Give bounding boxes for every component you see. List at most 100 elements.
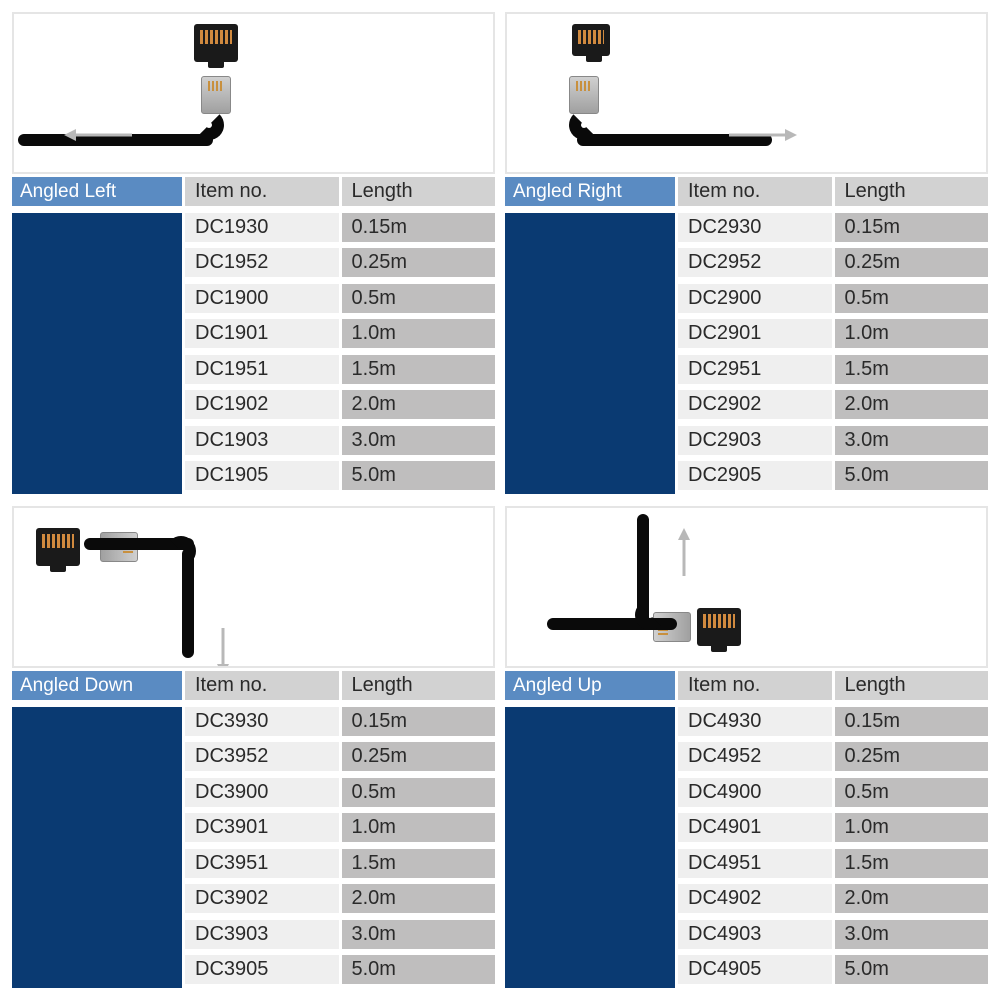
table-cell-length: 1.5m [342, 849, 496, 878]
table-cell-item: DC2930 [678, 213, 832, 242]
table-cell-length: 2.0m [342, 390, 496, 419]
rj45-front-icon [36, 528, 80, 566]
col-header-item: Item no. [678, 671, 832, 700]
table-cell-item: DC4930 [678, 707, 832, 736]
table-cell-length: 5.0m [342, 461, 496, 490]
product-image-right [505, 12, 988, 174]
table-cell-length: 1.5m [342, 355, 496, 384]
cable-bend [635, 600, 665, 630]
title-fill [505, 707, 675, 988]
table-cell-item: DC3903 [185, 920, 339, 949]
table-cell-item: DC3901 [185, 813, 339, 842]
table-cell-length: 5.0m [835, 955, 989, 984]
table-cell-length: 1.0m [342, 813, 496, 842]
panel-right: Angled RightItem no.LengthDC29300.15mDC2… [505, 12, 988, 494]
col-header-length: Length [835, 177, 989, 206]
table-cell-item: DC1905 [185, 461, 339, 490]
table-cell-length: 0.25m [342, 248, 496, 277]
title-fill [12, 707, 182, 988]
table-cell-length: 3.0m [342, 920, 496, 949]
table-cell-item: DC4903 [678, 920, 832, 949]
table-cell-length: 2.0m [835, 390, 989, 419]
table-cell-item: DC1900 [185, 284, 339, 313]
panel-left: Angled LeftItem no.LengthDC19300.15mDC19… [12, 12, 495, 494]
table-down: Angled DownItem no.LengthDC39300.15mDC39… [12, 671, 495, 988]
rj45-plug-icon [201, 76, 231, 114]
table-cell-item: DC3951 [185, 849, 339, 878]
rj45-front-icon [572, 24, 610, 56]
table-cell-item: DC2952 [678, 248, 832, 277]
variant-title: Angled Right [505, 177, 675, 206]
table-cell-item: DC2905 [678, 461, 832, 490]
table-cell-item: DC2951 [678, 355, 832, 384]
arrow-down-icon [214, 626, 232, 668]
table-cell-length: 0.25m [342, 742, 496, 771]
table-cell-length: 1.0m [342, 319, 496, 348]
table-cell-length: 0.15m [835, 213, 989, 242]
table-cell-item: DC1952 [185, 248, 339, 277]
table-up: Angled UpItem no.LengthDC49300.15mDC4952… [505, 671, 988, 988]
rj45-front-icon [697, 608, 741, 646]
table-cell-length: 0.15m [835, 707, 989, 736]
product-image-up [505, 506, 988, 668]
col-header-length: Length [342, 177, 496, 206]
table-cell-item: DC3930 [185, 707, 339, 736]
table-cell-item: DC1902 [185, 390, 339, 419]
table-cell-item: DC3900 [185, 778, 339, 807]
variant-title: Angled Up [505, 671, 675, 700]
table-left: Angled LeftItem no.LengthDC19300.15mDC19… [12, 177, 495, 494]
cable-bend [194, 110, 224, 140]
table-cell-item: DC4900 [678, 778, 832, 807]
panel-down: Angled DownItem no.LengthDC39300.15mDC39… [12, 506, 495, 988]
table-cell-length: 5.0m [835, 461, 989, 490]
table-cell-item: DC3902 [185, 884, 339, 913]
table-cell-length: 0.25m [835, 248, 989, 277]
table-cell-length: 2.0m [342, 884, 496, 913]
title-fill [12, 213, 182, 494]
cable-bend [569, 110, 599, 140]
table-cell-length: 3.0m [835, 426, 989, 455]
rj45-front-icon [194, 24, 238, 62]
table-cell-length: 3.0m [342, 426, 496, 455]
arrow-left-icon [64, 126, 134, 149]
table-cell-item: DC2901 [678, 319, 832, 348]
table-cell-item: DC4902 [678, 884, 832, 913]
product-image-left [12, 12, 495, 174]
table-cell-length: 1.0m [835, 813, 989, 842]
table-cell-length: 0.15m [342, 213, 496, 242]
col-header-item: Item no. [678, 177, 832, 206]
col-header-item: Item no. [185, 671, 339, 700]
table-cell-length: 1.5m [835, 849, 989, 878]
table-cell-length: 0.5m [342, 778, 496, 807]
table-cell-item: DC2900 [678, 284, 832, 313]
table-cell-item: DC3952 [185, 742, 339, 771]
col-header-length: Length [342, 671, 496, 700]
arrow-right-icon [727, 126, 797, 149]
table-cell-length: 0.5m [342, 284, 496, 313]
rj45-plug-icon [569, 76, 599, 114]
col-header-item: Item no. [185, 177, 339, 206]
table-cell-length: 0.25m [835, 742, 989, 771]
table-cell-item: DC1903 [185, 426, 339, 455]
panel-up: Angled UpItem no.LengthDC49300.15mDC4952… [505, 506, 988, 988]
table-cell-item: DC3905 [185, 955, 339, 984]
table-cell-length: 3.0m [835, 920, 989, 949]
cable-bend [166, 536, 196, 566]
table-cell-length: 5.0m [342, 955, 496, 984]
table-cell-length: 0.5m [835, 778, 989, 807]
title-fill [505, 213, 675, 494]
table-cell-item: DC4901 [678, 813, 832, 842]
table-cell-item: DC1951 [185, 355, 339, 384]
table-right: Angled RightItem no.LengthDC29300.15mDC2… [505, 177, 988, 494]
table-cell-item: DC1930 [185, 213, 339, 242]
table-cell-length: 1.0m [835, 319, 989, 348]
variant-title: Angled Left [12, 177, 182, 206]
table-cell-item: DC1901 [185, 319, 339, 348]
table-cell-item: DC2903 [678, 426, 832, 455]
arrow-up-icon [675, 528, 693, 583]
table-cell-length: 0.15m [342, 707, 496, 736]
variant-title: Angled Down [12, 671, 182, 700]
table-cell-item: DC4951 [678, 849, 832, 878]
product-image-down [12, 506, 495, 668]
col-header-length: Length [835, 671, 989, 700]
